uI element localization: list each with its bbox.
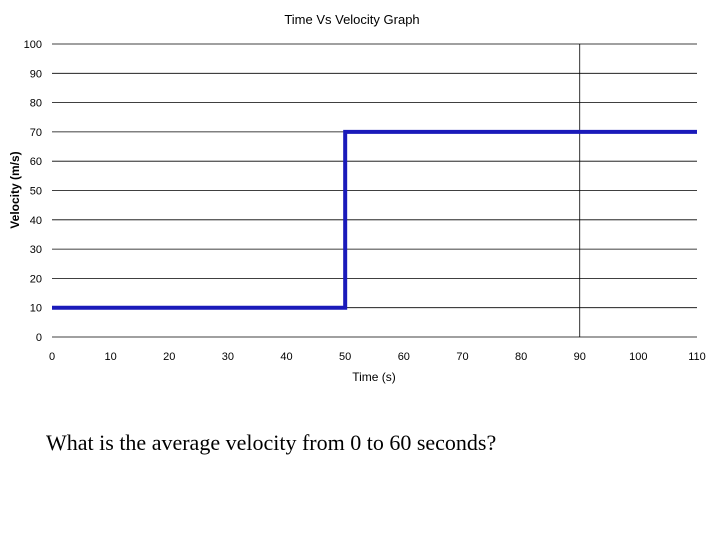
y-tick-label-30: 30 [30, 244, 42, 256]
y-tick-label-20: 20 [30, 273, 42, 285]
x-tick-label-50: 50 [339, 351, 351, 363]
grid [52, 43, 697, 338]
x-tick-label-60: 60 [398, 351, 410, 363]
x-tick-label-10: 10 [105, 351, 117, 363]
x-tick-label-0: 0 [49, 351, 55, 363]
y-tick-label-80: 80 [30, 98, 42, 110]
question-text: What is the average velocity from 0 to 6… [46, 430, 497, 455]
x-tick-labels: 0 10 20 30 40 50 60 70 80 90 100 110 [49, 351, 706, 363]
y-tick-labels: 0 10 20 30 40 50 60 70 80 90 100 [24, 39, 42, 344]
x-tick-label-30: 30 [222, 351, 234, 363]
series-line-0 [52, 129, 697, 310]
x-tick-label-90: 90 [574, 351, 586, 363]
chart-title: Time Vs Velocity Graph [284, 12, 419, 27]
y-tick-label-10: 10 [30, 303, 42, 315]
y-axis-label: Velocity (m/s) [8, 151, 22, 228]
y-tick-label-60: 60 [30, 156, 42, 168]
x-tick-label-20: 20 [163, 351, 175, 363]
y-tick-label-0: 0 [36, 332, 42, 344]
x-tick-label-40: 40 [280, 351, 292, 363]
x-tick-label-100: 100 [629, 351, 647, 363]
y-tick-label-90: 90 [30, 68, 42, 80]
series-layer [52, 129, 697, 310]
x-tick-label-80: 80 [515, 351, 527, 363]
y-tick-label-100: 100 [24, 39, 42, 51]
velocity-chart: Time Vs Velocity Graph 0 10 20 30 40 50 60 70 80… [8, 12, 706, 384]
y-tick-label-40: 40 [30, 215, 42, 227]
x-tick-label-70: 70 [456, 351, 468, 363]
x-axis-label: Time (s) [352, 370, 396, 384]
y-tick-label-50: 50 [30, 186, 42, 198]
x-tick-label-110: 110 [688, 351, 706, 363]
y-tick-label-70: 70 [30, 127, 42, 139]
